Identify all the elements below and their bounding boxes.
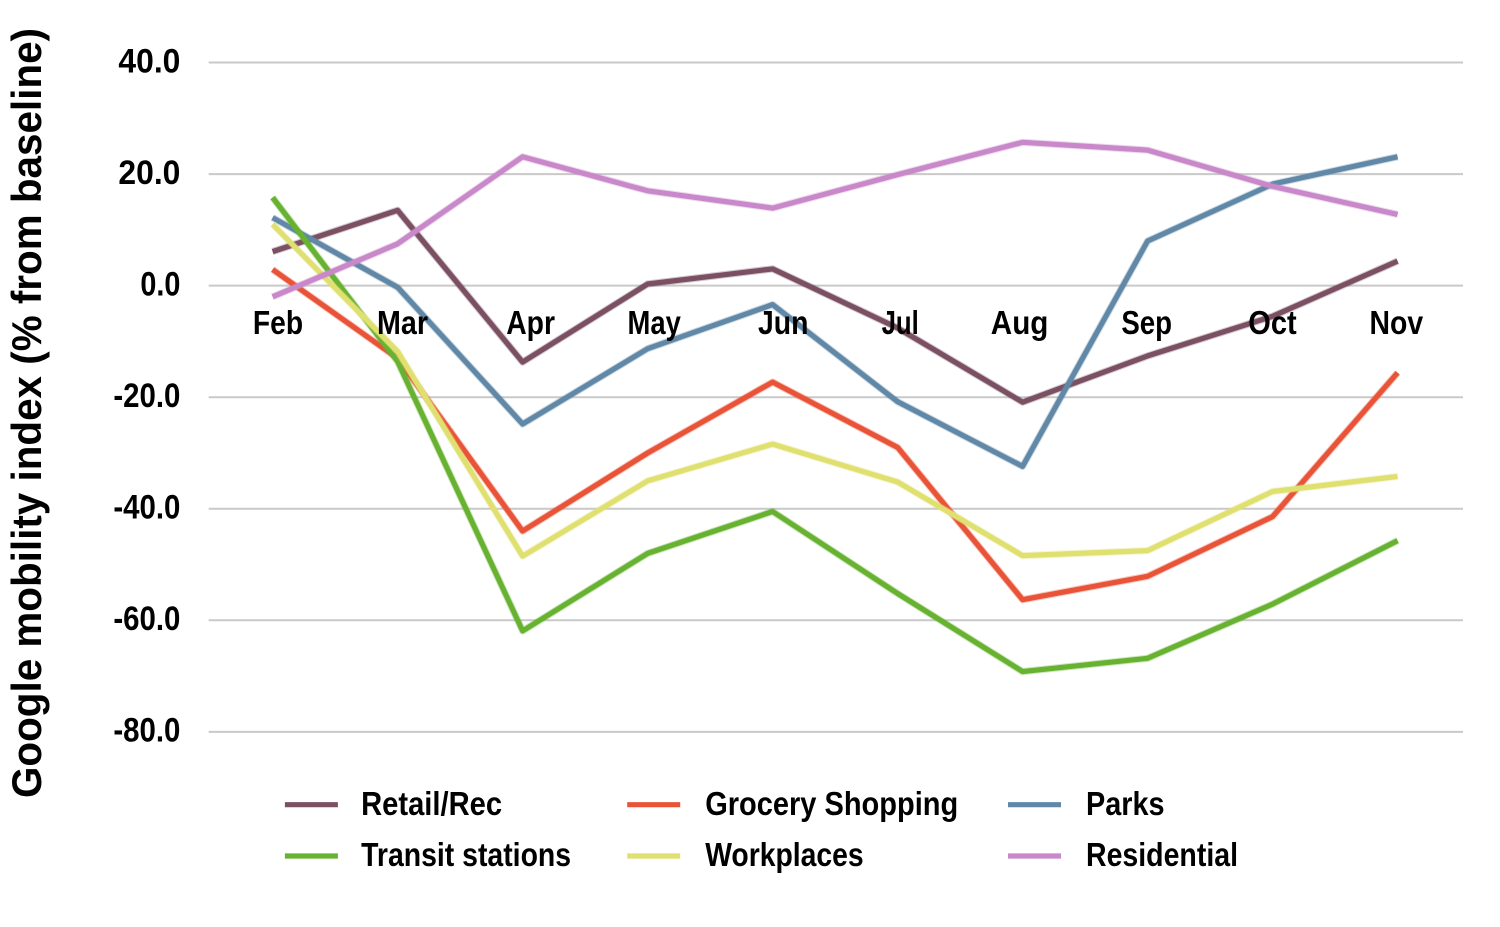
svg-text:Workplaces: Workplaces <box>705 836 864 873</box>
svg-text:Google mobility index (% from: Google mobility index (% from baseline) <box>3 28 50 798</box>
svg-text:-40.0: -40.0 <box>113 489 180 527</box>
svg-text:Nov: Nov <box>1370 305 1424 342</box>
svg-text:Jun: Jun <box>758 305 808 342</box>
svg-text:Transit stations: Transit stations <box>361 836 571 873</box>
svg-text:May: May <box>628 305 682 342</box>
svg-text:Parks: Parks <box>1086 785 1165 822</box>
svg-text:Feb: Feb <box>253 305 303 342</box>
svg-text:Retail/Rec: Retail/Rec <box>361 785 502 822</box>
svg-text:Apr: Apr <box>506 305 555 342</box>
svg-text:-20.0: -20.0 <box>113 377 180 415</box>
svg-text:Sep: Sep <box>1121 305 1172 342</box>
svg-text:40.0: 40.0 <box>118 42 180 80</box>
svg-text:Grocery Shopping: Grocery Shopping <box>705 785 958 822</box>
svg-text:Residential: Residential <box>1086 836 1238 873</box>
svg-text:Aug: Aug <box>991 305 1049 342</box>
svg-text:Oct: Oct <box>1248 305 1296 342</box>
svg-text:-60.0: -60.0 <box>113 600 180 638</box>
svg-text:20.0: 20.0 <box>118 154 180 192</box>
svg-text:0.0: 0.0 <box>140 265 180 303</box>
svg-text:Jul: Jul <box>882 305 919 342</box>
svg-text:Mar: Mar <box>377 305 428 342</box>
svg-text:-80.0: -80.0 <box>113 712 180 750</box>
